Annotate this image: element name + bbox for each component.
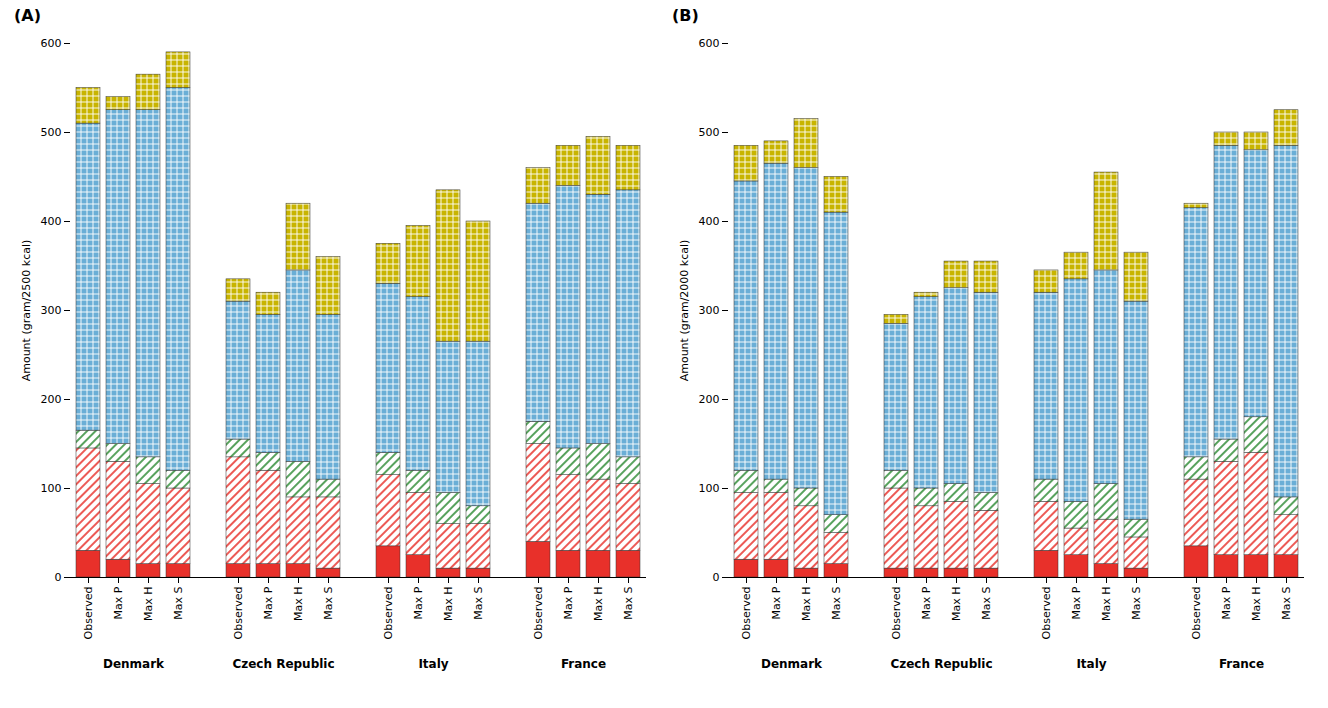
svg-text:100: 100 [699, 482, 720, 495]
svg-text:Czech Republic: Czech Republic [232, 657, 334, 671]
svg-text:Max P: Max P [1070, 586, 1083, 619]
svg-text:Italy: Italy [1076, 657, 1106, 671]
svg-text:Denmark: Denmark [103, 657, 165, 671]
svg-text:Max H: Max H [1100, 587, 1113, 622]
svg-text:500: 500 [699, 126, 720, 139]
svg-text:Max H: Max H [142, 587, 155, 622]
svg-text:Amount (gram/2000 kcal): Amount (gram/2000 kcal) [678, 240, 691, 382]
svg-text:Observed: Observed [232, 587, 245, 640]
svg-text:Max P: Max P [112, 586, 125, 619]
svg-text:Observed: Observed [382, 587, 395, 640]
svg-text:200: 200 [41, 393, 62, 406]
svg-text:600: 600 [699, 37, 720, 50]
svg-text:Max S: Max S [622, 586, 635, 619]
svg-text:Max S: Max S [322, 586, 335, 619]
html-text:(A): (A) [14, 6, 41, 25]
svg-text:Max H: Max H [950, 587, 963, 622]
svg-text:France: France [561, 657, 606, 671]
svg-text:Max S: Max S [830, 586, 843, 619]
svg-text:Max P: Max P [1220, 586, 1233, 619]
svg-text:Observed: Observed [1040, 587, 1053, 640]
svg-text:400: 400 [41, 215, 62, 228]
svg-text:Observed: Observed [532, 587, 545, 640]
svg-text:Max H: Max H [1250, 587, 1263, 622]
svg-text:Max P: Max P [770, 586, 783, 619]
html-text:(B): (B) [672, 6, 699, 25]
svg-text:Observed: Observed [890, 587, 903, 640]
svg-text:Czech Republic: Czech Republic [890, 657, 992, 671]
svg-text:300: 300 [41, 304, 62, 317]
svg-text:Amount (gram/2500 kcal): Amount (gram/2500 kcal) [20, 240, 33, 382]
svg-text:Denmark: Denmark [761, 657, 823, 671]
svg-text:Max H: Max H [800, 587, 813, 622]
svg-text:Max S: Max S [1280, 586, 1293, 619]
svg-text:Max S: Max S [472, 586, 485, 619]
svg-text:600: 600 [41, 37, 62, 50]
svg-text:Max P: Max P [562, 586, 575, 619]
svg-text:200: 200 [699, 393, 720, 406]
svg-text:Italy: Italy [418, 657, 448, 671]
svg-text:France: France [1219, 657, 1264, 671]
svg-text:0: 0 [713, 571, 720, 584]
svg-text:Max S: Max S [1130, 586, 1143, 619]
svg-text:Observed: Observed [82, 587, 95, 640]
svg-text:Observed: Observed [740, 587, 753, 640]
svg-text:Max S: Max S [980, 586, 993, 619]
svg-text:300: 300 [699, 304, 720, 317]
svg-text:Max P: Max P [262, 586, 275, 619]
svg-text:Max H: Max H [442, 587, 455, 622]
svg-text:0: 0 [55, 571, 62, 584]
svg-text:Max H: Max H [592, 587, 605, 622]
svg-text:Max P: Max P [920, 586, 933, 619]
svg-text:Max H: Max H [292, 587, 305, 622]
svg-text:100: 100 [41, 482, 62, 495]
svg-text:500: 500 [41, 126, 62, 139]
svg-text:Max P: Max P [412, 586, 425, 619]
svg-text:Observed: Observed [1190, 587, 1203, 640]
svg-text:Max S: Max S [172, 586, 185, 619]
svg-text:400: 400 [699, 215, 720, 228]
